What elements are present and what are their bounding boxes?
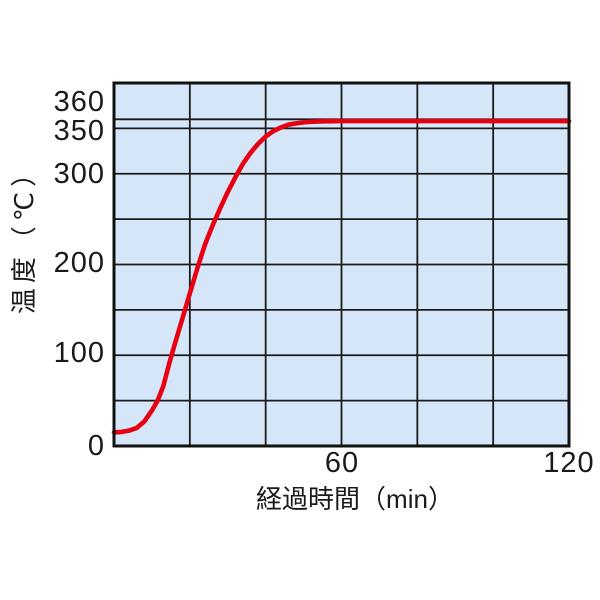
y-tick-label-360: 360 (53, 86, 105, 118)
y-tick-label-350: 350 (53, 115, 105, 147)
temperature-curve (111, 118, 572, 435)
x-tick-label-60: 60 (324, 447, 360, 479)
x-tick-label-120: 120 (543, 447, 595, 479)
plot-frame (112, 81, 571, 448)
y-tick-label-0: 0 (87, 430, 105, 462)
y-tick-label-200: 200 (53, 247, 105, 279)
y-axis-title: 温度（℃） (9, 155, 39, 315)
y-tick-label-300: 300 (53, 158, 105, 190)
x-axis-title: 経過時間（min） (256, 484, 454, 514)
y-tick-label-100: 100 (53, 337, 105, 369)
